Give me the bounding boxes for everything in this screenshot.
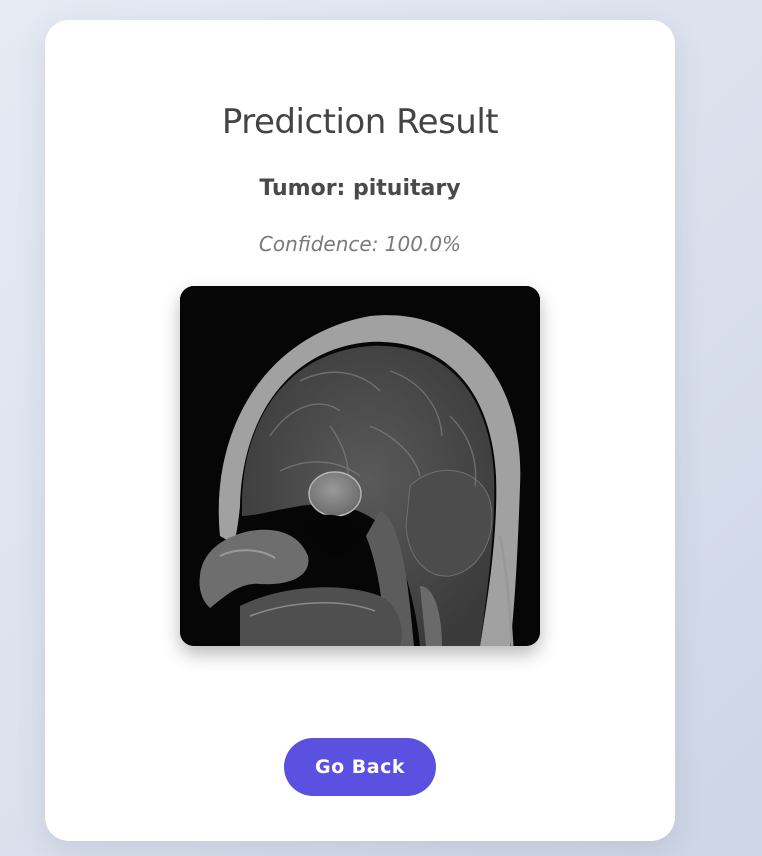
result-card: Prediction Result Tumor: pituitary Confi… <box>45 20 675 841</box>
page-title: Prediction Result <box>221 102 499 142</box>
go-back-button[interactable]: Go Back <box>284 738 436 796</box>
mri-scan-image <box>180 286 540 646</box>
tumor-type-label: Tumor: pituitary <box>259 176 461 201</box>
confidence-label: Confidence: 100.0% <box>258 232 462 256</box>
